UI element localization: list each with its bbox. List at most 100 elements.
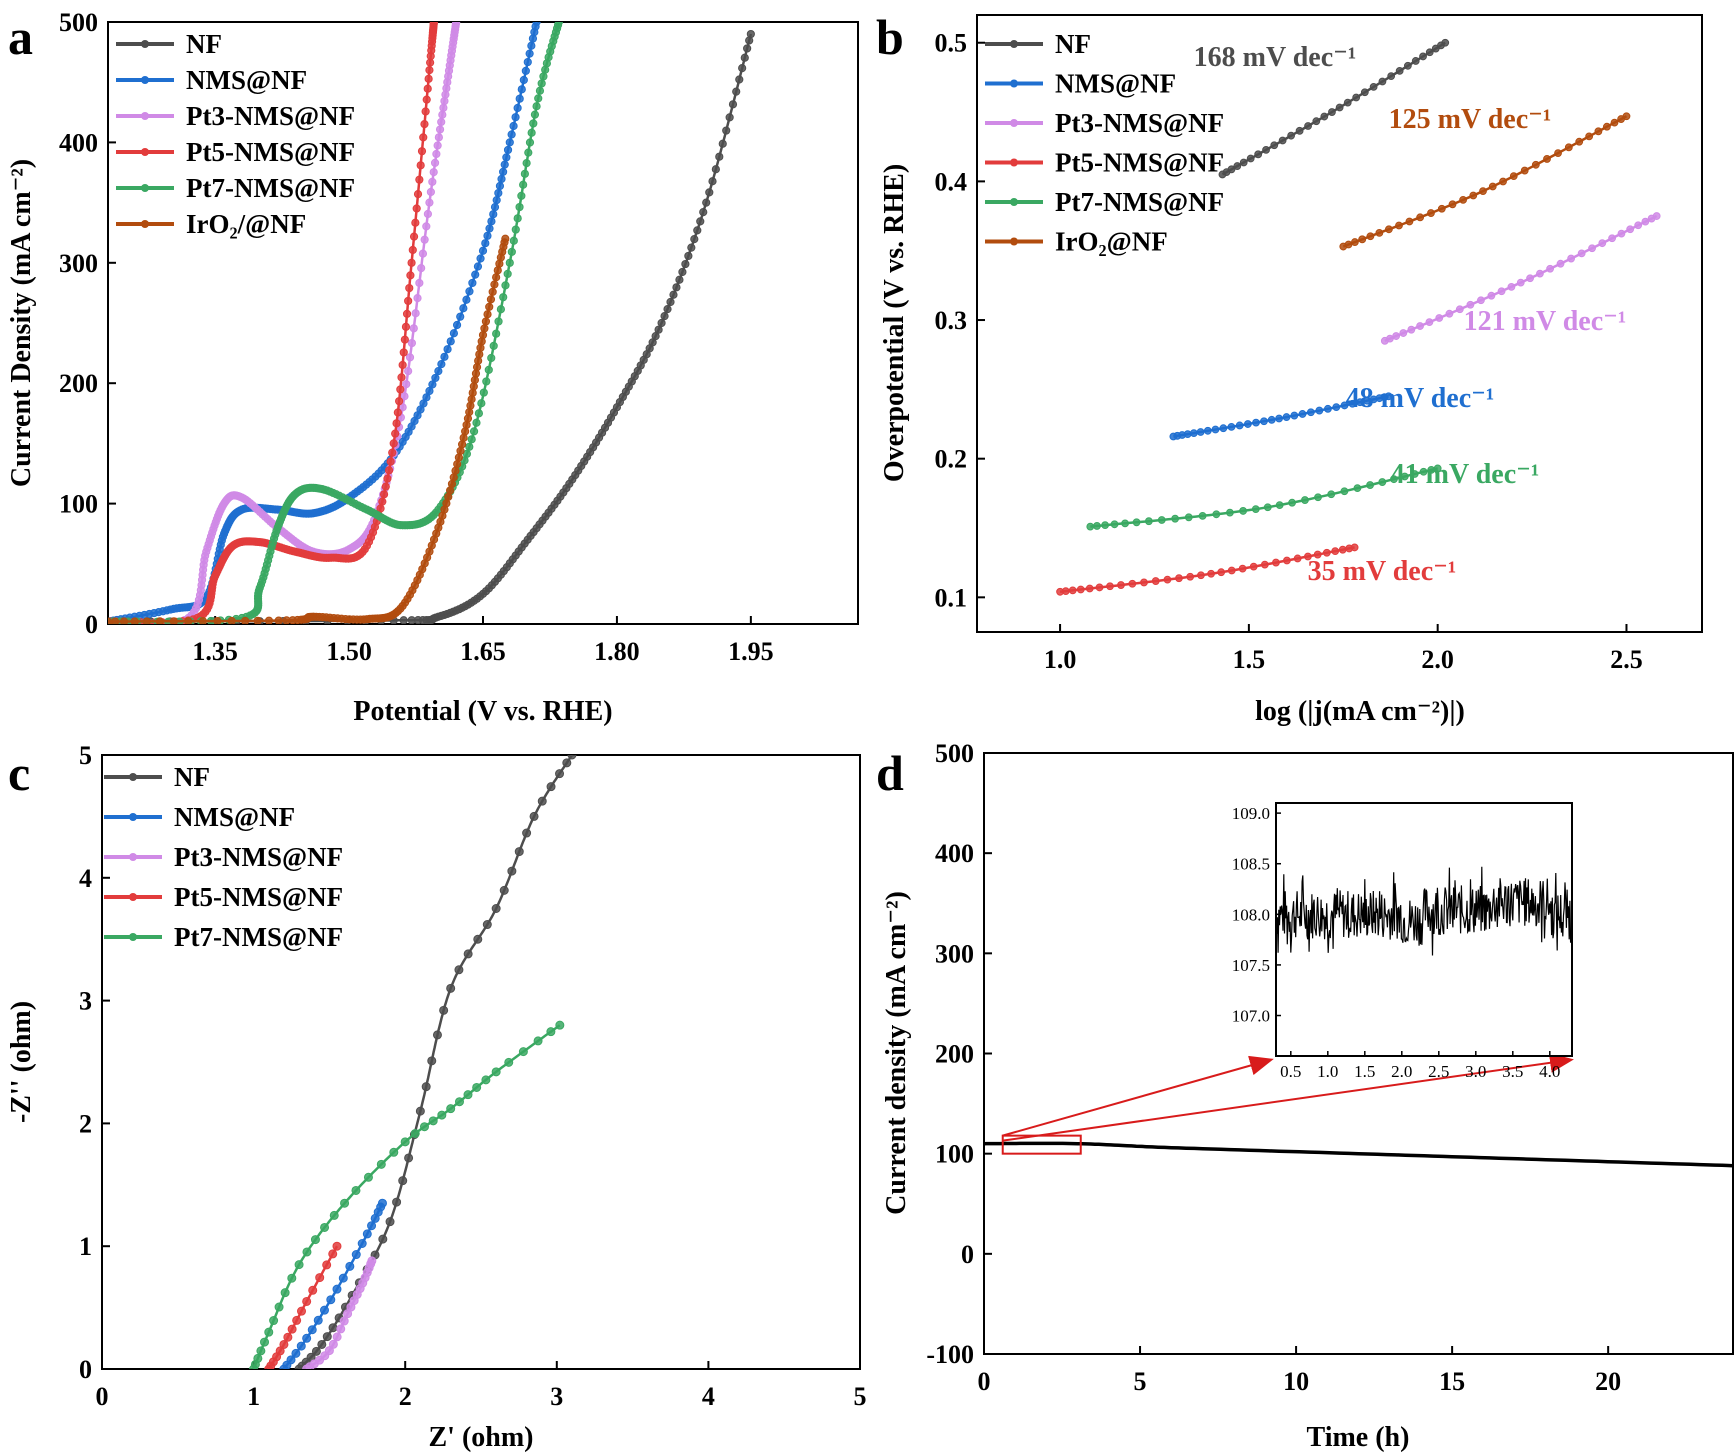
chart-a-data-point	[489, 210, 498, 219]
chart-b-xtick-label: 2.0	[1421, 645, 1454, 674]
chart-c-data-point	[317, 1339, 327, 1349]
chart-c-data-point	[329, 1210, 339, 1220]
chart-c-nyquist: 0 1 2 3 4 5 0 1 2 3 4 5 NF NMS@NF Pt3-NMS@NF Pt5-NMS@NF…	[79, 741, 867, 1411]
chart-b-ytick-label: 0.1	[935, 583, 968, 612]
chart-b-data-point	[1448, 200, 1457, 209]
chart-a-data-point	[388, 448, 397, 457]
chart-a-data-point	[378, 497, 387, 506]
chart-a-data-point	[492, 273, 501, 282]
chart-c-ytick-label: 4	[79, 864, 92, 893]
chart-a-ytick-label: 0	[85, 610, 98, 639]
chart-c-series-2	[302, 1256, 377, 1369]
chart-a-data-point	[681, 259, 690, 269]
chart-c-data-point	[291, 1348, 301, 1358]
chart-b-data-point	[1577, 249, 1586, 258]
chart-a-data-point	[524, 148, 533, 157]
chart-c-data-point	[324, 1346, 334, 1356]
chart-b-data-point	[1617, 229, 1626, 238]
chart-b-data-point	[1390, 475, 1398, 484]
chart-b-data-point	[1251, 505, 1260, 514]
chart-b-data-point	[1594, 127, 1603, 136]
chart-d-inset-ytick-label: 109.0	[1232, 804, 1270, 823]
chart-a-data-point	[428, 177, 437, 186]
chart-d-zoom-arrow-left	[1002, 1055, 1274, 1137]
chart-c-data-point	[446, 983, 456, 993]
chart-b-data-point	[1445, 309, 1454, 318]
chart-b-data-point	[1360, 88, 1369, 97]
chart-b-series-line	[1342, 115, 1628, 248]
chart-a-data-point	[415, 278, 424, 288]
chart-a-data-point	[515, 94, 524, 103]
chart-d-ytick-label: 500	[935, 739, 974, 768]
chart-d-ytick-label: 0	[961, 1240, 974, 1269]
chart-b-data-point	[1235, 421, 1244, 430]
chart-a-data-point	[443, 345, 452, 354]
chart-c-data-point	[307, 1325, 317, 1335]
chart-b-data-point	[1312, 117, 1321, 126]
chart-b-data-point	[1144, 517, 1153, 526]
chart-b-ytick-label: 0.4	[935, 167, 968, 196]
chart-a-legend-label: NMS@NF	[186, 65, 307, 95]
chart-b-frame	[976, 14, 1703, 633]
chart-c-data-point	[472, 1082, 482, 1092]
chart-b-data-point	[1634, 221, 1643, 230]
chart-a-data-point	[456, 312, 465, 321]
chart-a-data-point	[499, 167, 508, 176]
chart-d-ytick-label: 300	[935, 939, 974, 968]
chart-a-xtick-label: 1.50	[326, 637, 372, 666]
chart-a-data-point	[404, 296, 413, 306]
chart-a-data-point	[423, 84, 432, 93]
chart-c-data-point	[308, 1285, 318, 1295]
chart-c-data-point	[567, 755, 577, 760]
chart-a-data-point	[537, 79, 546, 88]
chart-a-data-point	[227, 616, 236, 624]
chart-c-data-point	[340, 1198, 350, 1208]
chart-c-ytick-label: 3	[79, 987, 92, 1016]
chart-a-data-point	[198, 617, 208, 624]
chart-b-data-point	[1419, 52, 1427, 61]
chart-a-data-point	[529, 119, 538, 128]
chart-a-ytick-label: 500	[59, 8, 98, 37]
chart-a-data-point	[485, 302, 494, 311]
chart-c-data-point	[287, 1324, 297, 1334]
chart-b-data-point	[1344, 240, 1353, 249]
chart-a-data-point	[513, 103, 522, 113]
chart-b-data-point	[1585, 132, 1594, 141]
chart-a-data-point	[502, 153, 511, 162]
chart-b-data-point	[1588, 244, 1596, 253]
chart-c-data-point	[439, 1005, 449, 1015]
chart-c-xlabel: Z' (ohm)	[429, 1422, 534, 1453]
chart-a-data-point	[507, 130, 516, 139]
chart-a-data-point	[684, 251, 693, 261]
chart-b-data-point	[1459, 195, 1467, 204]
chart-c-data-point	[345, 1261, 355, 1271]
chart-b-data-point	[1151, 577, 1160, 585]
chart-c-data-point	[533, 1036, 543, 1046]
chart-a-data-point	[381, 482, 390, 491]
chart-d-inset-xtick-label: 1.5	[1354, 1062, 1375, 1081]
chart-d-inset-xtick-label: 3.5	[1502, 1062, 1523, 1081]
chart-b-data-point	[1157, 516, 1166, 524]
chart-b-data-point	[1233, 162, 1242, 170]
chart-d-xtick-label: 0	[978, 1367, 991, 1396]
chart-b-slope-annotation: 35 mV dec⁻¹	[1308, 556, 1457, 587]
chart-c-data-point	[404, 1153, 414, 1163]
chart-c-data-point	[336, 1324, 346, 1334]
chart-c-data-point	[256, 1346, 266, 1356]
chart-a-data-point	[527, 41, 536, 50]
chart-b-data-point	[1298, 410, 1307, 418]
chart-b-data-point	[1263, 503, 1272, 512]
chart-a-data-point	[437, 360, 446, 369]
chart-a-data-point	[241, 616, 250, 624]
chart-b-data-point	[1419, 467, 1428, 476]
chart-a-data-point	[705, 188, 714, 197]
chart-a-legend-marker	[141, 40, 149, 48]
chart-a-data-point	[413, 190, 423, 199]
chart-a-data-point	[457, 440, 467, 449]
chart-b-xlabel: log (|j(mA cm⁻²)|)	[1255, 696, 1465, 727]
chart-a-series-line	[108, 238, 507, 623]
chart-a-data-point	[420, 120, 429, 129]
chart-c-data-point	[302, 1296, 312, 1306]
chart-b-data-point	[1197, 571, 1205, 580]
chart-c-data-point	[463, 949, 473, 959]
